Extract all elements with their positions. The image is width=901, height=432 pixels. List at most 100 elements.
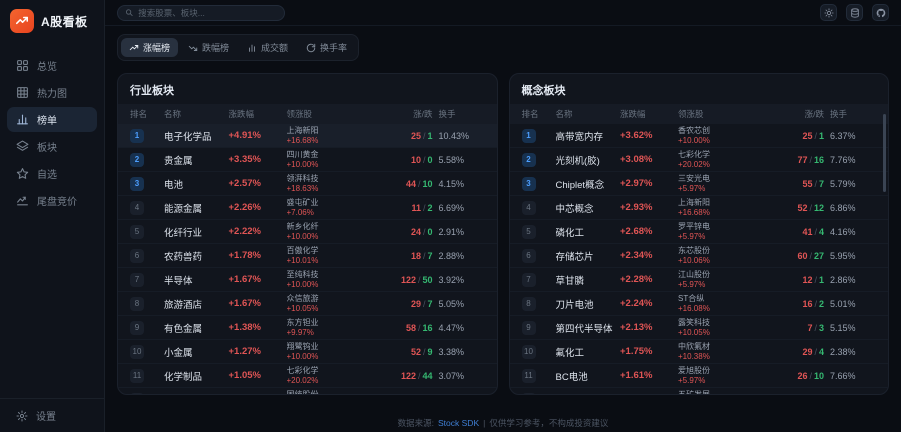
app-title: A股看板 <box>41 14 88 29</box>
leading-stock-change: +10.05% <box>678 327 710 337</box>
rank-badge: 4 <box>521 200 536 215</box>
sector-change: +2.97% <box>620 178 653 189</box>
down-count: 11 <box>423 395 433 396</box>
rank-badge: 8 <box>130 296 144 311</box>
sidebar-item-sectors[interactable]: 板块 <box>7 134 97 159</box>
search-box[interactable] <box>117 4 285 21</box>
topbar <box>105 0 901 26</box>
turnover-rate: 5.15% <box>830 322 856 333</box>
sidebar-nav: 总览 热力图 榜单 板块 自选 尾盘竞价 <box>0 53 104 213</box>
table-row[interactable]: 7 半导体 +1.67% 至纯科技 +10.00% 122/50 3.92% <box>118 268 497 292</box>
up-count: 41 <box>802 226 813 237</box>
scrollbar-thumb[interactable] <box>883 114 886 192</box>
leading-stock-name: 江山股份 <box>678 270 710 279</box>
up-down-count: 18/11 <box>377 395 433 396</box>
leading-stock-change: +16.08% <box>678 303 710 313</box>
table-row[interactable]: 1 高带宽内存 +3.62% 香农芯创 +10.00% 25/1 6.37% <box>509 124 888 148</box>
rank-badge: 3 <box>130 176 144 191</box>
sector-change: +2.24% <box>620 298 653 309</box>
column-header-name: 名称 <box>164 109 182 119</box>
updown-separator: / <box>814 346 817 357</box>
sidebar-item-label: 板块 <box>37 143 57 154</box>
data-source-button[interactable] <box>846 4 863 21</box>
leading-stock-change: +10.00% <box>286 231 319 241</box>
down-count: 28 <box>814 395 824 396</box>
table-row[interactable]: 9 有色金属 +1.38% 东方钽业 +9.97% 58/16 4.47% <box>118 316 497 340</box>
tab-gainers[interactable]: 涨幅榜 <box>121 38 179 57</box>
leading-stock-change: +10.01% <box>286 255 319 265</box>
tab-losers[interactable]: 跌幅榜 <box>180 38 237 57</box>
updown-separator: / <box>418 395 421 396</box>
table-row[interactable]: 3 电池 +2.57% 领湃科技 +18.63% 44/10 4.15% <box>118 172 497 196</box>
up-down-count: 52/9 <box>377 347 433 357</box>
table-row[interactable]: 4 中芯概念 +2.93% 上海新阳 +16.68% 52/12 6.86% <box>509 196 888 220</box>
panels-container: 行业板块 排名 名称 涨跌幅 领涨股 涨/跌 换手 1 电子化学品 +4.91%… <box>105 61 901 395</box>
sidebar-item-closing-auction[interactable]: 尾盘竞价 <box>7 188 97 213</box>
rank-badge: 6 <box>130 248 144 263</box>
github-button[interactable] <box>872 4 889 21</box>
table-row[interactable]: 2 贵金属 +3.35% 四川黄金 +10.00% 10/0 5.58% <box>118 148 497 172</box>
footer-source-link[interactable]: Stock SDK <box>438 418 480 428</box>
leading-stock-name: 东方钽业 <box>286 318 319 327</box>
rank-badge: 11 <box>130 368 144 383</box>
leading-stock-cell: 至纯科技 +10.00% <box>287 270 371 289</box>
up-down-count: 7/3 <box>768 323 824 333</box>
table-row[interactable]: 5 化纤行业 +2.22% 新乡化纤 +10.00% 24/0 2.91% <box>118 220 497 244</box>
table-row[interactable]: 11 化学制品 +1.05% 七彩化学 +20.02% 122/44 3.07% <box>118 364 497 388</box>
leading-stock-name: 新乡化纤 <box>286 222 319 231</box>
sidebar-item-settings[interactable]: 设置 <box>0 398 104 432</box>
tab-turnover[interactable]: 换手率 <box>298 38 355 57</box>
turnover-rate: 3.07% <box>438 370 465 381</box>
table-row[interactable]: 10 氟化工 +1.75% 中欣氟材 +10.38% 29/4 2.38% <box>509 340 888 364</box>
sector-name: 高带宽内存 <box>555 131 604 143</box>
up-down-count: 122/50 <box>377 275 433 285</box>
rank-badge: 2 <box>521 152 536 167</box>
panel-title: 概念板块 <box>521 85 566 97</box>
tab-volume[interactable]: 成交额 <box>239 38 296 57</box>
sector-change: +1.75% <box>620 346 653 357</box>
up-down-count: 41/4 <box>768 227 824 237</box>
leading-stock-cell: ST合纵 +16.08% <box>678 294 762 313</box>
table-row[interactable]: 10 小金属 +1.27% 翔鹭钨业 +10.00% 52/9 3.38% <box>118 340 497 364</box>
leading-stock-cell: 露笑科技 +10.05% <box>678 318 762 337</box>
sidebar-item-rankings[interactable]: 榜单 <box>7 107 97 132</box>
leading-stock-cell: 上海新阳 +16.68% <box>678 198 762 217</box>
leading-stock-name: 东芯股份 <box>678 246 710 255</box>
table-row[interactable]: 5 磷化工 +2.68% 罗平锌电 +5.97% 41/4 4.16% <box>509 220 888 244</box>
sidebar-item-overview[interactable]: 总览 <box>7 53 97 78</box>
table-row[interactable]: 12 小金属概念 +1.58% 五矿发展 +9.99% 56/28 3.99% <box>510 388 889 396</box>
table-row[interactable]: 3 Chiplet概念 +2.97% 三安光电 +5.97% 55/7 5.79… <box>509 172 888 196</box>
leading-stock-change: +10.05% <box>286 303 319 313</box>
table-row[interactable]: 6 存储芯片 +2.34% 东芯股份 +10.06% 60/27 5.95% <box>509 244 888 268</box>
search-input[interactable] <box>138 7 277 18</box>
theme-toggle-button[interactable] <box>820 4 837 21</box>
table-row[interactable]: 1 电子化学品 +4.91% 上海新阳 +16.68% 25/1 10.43% <box>118 124 497 148</box>
table-row[interactable]: 11 BC电池 +1.61% 爱旭股份 +5.97% 26/10 7.66% <box>509 364 888 388</box>
leading-stock-name: 七彩化学 <box>678 150 710 159</box>
tab-label: 跌幅榜 <box>202 43 230 53</box>
table-row[interactable]: 9 第四代半导体 +2.13% 露笑科技 +10.05% 7/3 5.15% <box>509 316 888 340</box>
table-row[interactable]: 8 刀片电池 +2.24% ST合纵 +16.08% 16/2 5.01% <box>509 292 888 316</box>
table-row[interactable]: 2 光刻机(胶) +3.08% 七彩化学 +20.02% 77/16 7.76% <box>509 148 888 172</box>
sector-name: Chiplet概念 <box>555 179 605 191</box>
table-row[interactable]: 8 旅游酒店 +1.67% 众信旅游 +10.05% 29/7 5.05% <box>118 292 497 316</box>
sidebar-item-watchlist[interactable]: 自选 <box>7 161 97 186</box>
table-row[interactable]: 7 草甘膦 +2.28% 江山股份 +5.97% 12/1 2.86% <box>509 268 888 292</box>
sector-change: +3.08% <box>620 154 653 165</box>
table-row[interactable]: 6 农药兽药 +1.78% 百傲化学 +10.01% 18/7 2.88% <box>118 244 497 268</box>
updown-separator: / <box>422 226 426 237</box>
sector-change: +2.34% <box>620 250 653 261</box>
rank-badge: 9 <box>130 320 144 335</box>
up-count: 52 <box>410 346 421 357</box>
rank-badge: 7 <box>521 272 536 287</box>
leading-stock-name: ST合纵 <box>678 294 705 303</box>
up-down-count: 122/44 <box>377 371 433 381</box>
column-header-turnover: 换手 <box>830 109 848 119</box>
table-row[interactable]: 12 玻璃玻纤 +0.92% 国统股份 +10.00% 18/11 4.16% <box>118 388 497 396</box>
up-count: 24 <box>410 226 421 237</box>
leading-stock-name: 百傲化学 <box>286 246 319 255</box>
footer: 数据来源: Stock SDK | 仅供学习参考，不构成投资建议 <box>105 414 901 432</box>
table-row[interactable]: 4 能源金属 +2.26% 盛屯矿业 +7.06% 11/2 6.69% <box>118 196 497 220</box>
sidebar-item-heatmap[interactable]: 热力图 <box>7 80 97 105</box>
leading-stock-name: 四川黄金 <box>286 150 319 159</box>
